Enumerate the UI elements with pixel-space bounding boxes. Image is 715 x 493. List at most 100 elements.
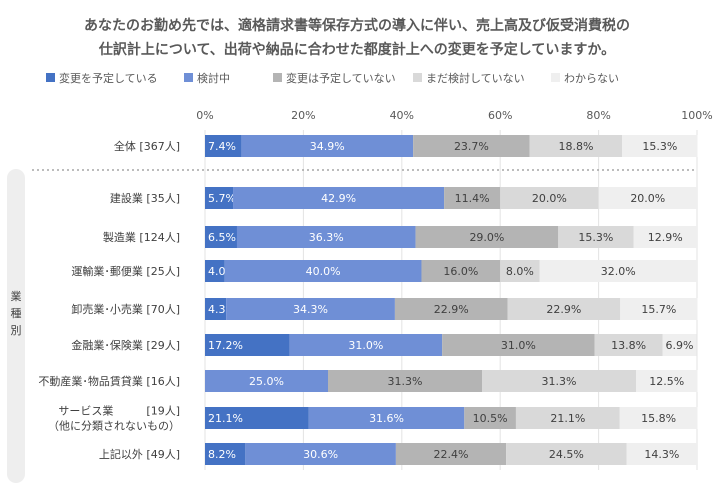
group-bracket: 業種別 — [7, 169, 25, 483]
category-label-0: 全体 [367人] — [114, 139, 180, 153]
bar-label-r1-s4: 20.0% — [630, 192, 665, 205]
bar-segment-r3-s1 — [224, 260, 422, 282]
category-label-2: 製造業 [124人] — [103, 230, 180, 244]
bar-segment-r8-s1 — [245, 443, 396, 465]
bar-segment-r4-s3 — [507, 298, 621, 320]
bar-segment-r3-s3 — [500, 260, 540, 282]
legend-label-0: 変更を予定している — [59, 71, 158, 85]
category-label-7-1: （他に分類されないもの） — [48, 420, 180, 433]
bar-segment-r1-s4 — [598, 187, 697, 209]
bar-segment-r4-s4 — [620, 298, 698, 320]
legend-swatch-1 — [184, 73, 193, 82]
chart-title-line-2: 仕訳計上について、出荷や納品に合わせた都度計上への変更を予定していますか。 — [98, 41, 615, 58]
bar-label-r3-s3: 8.0% — [506, 265, 534, 278]
bar-segment-r6-s3 — [481, 370, 636, 392]
bar-label-r5-s1: 31.0% — [348, 339, 383, 352]
bar-segment-r1-s1 — [233, 187, 445, 209]
bar-segment-r7-s1 — [308, 407, 465, 429]
x-tick-label-4: 80% — [586, 109, 610, 122]
bar-segment-r0-s2 — [413, 135, 530, 157]
bar-label-r5-s0: 17.2% — [208, 339, 243, 352]
legend-label-1: 検討中 — [197, 71, 230, 85]
chart-title-line-1: あなたのお勤め先では、適格請求書等保存方式の導入に伴い、売上高及び仮受消費税の — [84, 17, 630, 34]
x-tick-label-0: 0% — [196, 109, 213, 122]
bar-segment-r3-s0 — [205, 260, 225, 282]
bar-segment-r8-s4 — [626, 443, 697, 465]
bar-label-r7-s1: 31.6% — [369, 412, 404, 425]
bar-label-r2-s4: 12.9% — [648, 231, 683, 244]
bar-label-r1-s2: 11.4% — [455, 192, 490, 205]
x-tick-label-5: 100% — [681, 109, 712, 122]
bar-segment-r8-s2 — [395, 443, 507, 465]
bar-label-r5-s4: 6.9% — [666, 339, 694, 352]
bar-label-r0-s2: 23.7% — [454, 140, 489, 153]
bar-label-r4-s3: 22.9% — [546, 303, 581, 316]
bar-label-r2-s0: 6.5% — [208, 231, 236, 244]
bar-segment-r5-s3 — [594, 334, 663, 356]
bar-label-r8-s3: 24.5% — [549, 448, 584, 461]
bar-segment-r1-s0 — [205, 187, 234, 209]
category-label-5: 金融業･保険業 [29人] — [71, 338, 180, 352]
legend-label-3: まだ検討していない — [426, 71, 525, 85]
bar-label-r6-s2: 31.3% — [388, 375, 423, 388]
bar-label-r3-s2: 16.0% — [443, 265, 478, 278]
bar-segment-r5-s2 — [442, 334, 595, 356]
bar-segment-r3-s4 — [539, 260, 697, 282]
bar-label-r7-s3: 21.1% — [550, 412, 585, 425]
bar-segment-r2-s2 — [415, 226, 559, 248]
bar-label-r0-s4: 15.3% — [642, 140, 677, 153]
bar-segment-r7-s4 — [619, 407, 698, 429]
bar-segment-r8-s3 — [506, 443, 627, 465]
bar-label-r6-s1: 25.0% — [249, 375, 284, 388]
bar-segment-r1-s3 — [500, 187, 599, 209]
bar-segment-r7-s3 — [515, 407, 620, 429]
bar-label-r5-s2: 31.0% — [501, 339, 536, 352]
bar-label-r4-s4: 15.7% — [641, 303, 676, 316]
bar-segment-r0-s0 — [205, 135, 242, 157]
legend-swatch-4 — [551, 73, 560, 82]
bar-label-r2-s1: 36.3% — [309, 231, 344, 244]
bar-segment-r4-s1 — [226, 298, 395, 320]
category-label-1: 建設業 [35人] — [110, 191, 180, 205]
bar-label-r8-s4: 14.3% — [644, 448, 679, 461]
bar-segment-r6-s1 — [205, 370, 328, 392]
bar-label-r4-s1: 34.3% — [293, 303, 328, 316]
bar-label-r7-s4: 15.8% — [641, 412, 676, 425]
bar-segment-r2-s0 — [205, 226, 237, 248]
legend-swatch-0 — [46, 73, 55, 82]
x-tick-label-3: 60% — [488, 109, 512, 122]
bars: 7.4% 34.9% 23.7% 18.8% 15.3% 5.7% 42.9% 11.4% 20… — [205, 135, 698, 465]
bar-segment-r6-s2 — [328, 370, 482, 392]
legend-label-4: わからない — [564, 72, 619, 85]
bar-label-r1-s0: 5.7% — [208, 192, 236, 205]
bar-label-r8-s2: 22.4% — [434, 448, 469, 461]
group-label: 業種別 — [11, 290, 22, 337]
bar-segment-r7-s2 — [464, 407, 516, 429]
legend-swatch-2 — [273, 73, 282, 82]
group-bracket-bg — [7, 169, 25, 483]
category-label-7-0: サービス業 [19人] — [58, 405, 180, 418]
legend-label-2: 変更は予定していない — [286, 71, 396, 85]
bar-label-r4-s2: 22.9% — [434, 303, 469, 316]
x-tick-label-1: 20% — [291, 109, 315, 122]
bar-label-r2-s3: 15.3% — [578, 231, 613, 244]
bar-label-r6-s4: 12.5% — [649, 375, 684, 388]
chart-title: あなたのお勤め先では、適格請求書等保存方式の導入に伴い、売上高及び仮受消費税の … — [84, 17, 630, 58]
category-labels: 全体 [367人] 建設業 [35人] 製造業 [124人] 運輸業･郵便業 [25人… — [38, 139, 180, 461]
bar-label-r0-s0: 7.4% — [208, 140, 236, 153]
bar-label-r0-s3: 18.8% — [558, 140, 593, 153]
bar-segment-r2-s4 — [633, 226, 697, 248]
legend-swatch-3 — [413, 73, 422, 82]
category-label-8: 上記以外 [49人] — [99, 447, 180, 461]
bar-label-r2-s2: 29.0% — [469, 231, 504, 244]
bar-segment-r2-s3 — [558, 226, 634, 248]
bar-label-r1-s3: 20.0% — [532, 192, 567, 205]
bar-segment-r2-s1 — [236, 226, 416, 248]
bar-segment-r8-s0 — [205, 443, 246, 465]
bar-segment-r4-s2 — [394, 298, 508, 320]
bar-label-r6-s3: 31.3% — [542, 375, 577, 388]
category-label-4: 卸売業･小売業 [70人] — [71, 302, 180, 316]
category-label-3: 運輸業･郵便業 [25人] — [71, 264, 180, 278]
bar-segment-r7-s0 — [205, 407, 309, 429]
